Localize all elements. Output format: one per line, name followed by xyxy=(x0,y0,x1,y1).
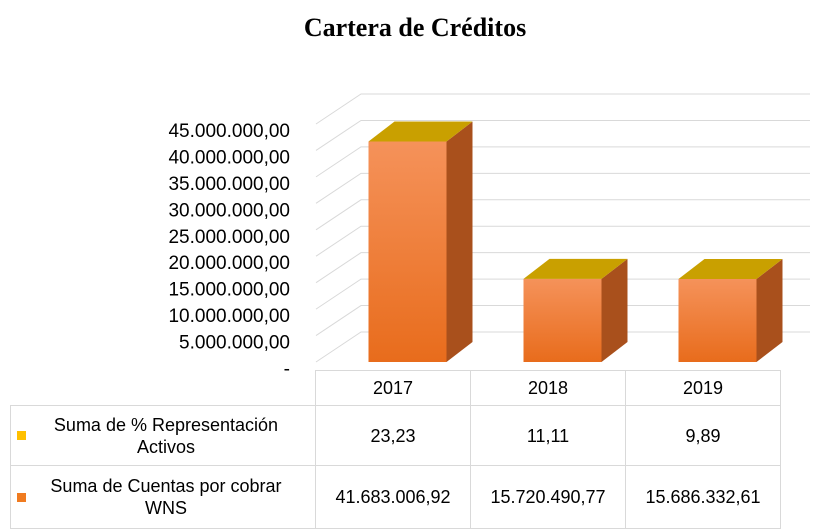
y-tick-label: 40.000.000,00 xyxy=(168,147,290,168)
grid-line xyxy=(315,199,810,231)
legend-label: Suma de % Representación Activos xyxy=(53,414,279,457)
legend-key xyxy=(17,431,26,440)
grid-line xyxy=(315,305,810,336)
y-tick-label: 15.000.000,00 xyxy=(168,280,290,301)
category-header: 2017 xyxy=(315,370,471,406)
value-cell: 11,11 xyxy=(470,405,626,466)
cell-text: 2019 xyxy=(682,378,724,398)
cell-text: 2017 xyxy=(372,378,414,398)
y-tick-label: 20.000.000,00 xyxy=(168,253,290,274)
cell-text: 2018 xyxy=(527,378,569,398)
bar-side xyxy=(756,259,783,362)
bar xyxy=(368,141,447,362)
y-tick-label: 35.000.000,00 xyxy=(168,174,290,195)
grid-line xyxy=(315,278,810,310)
bar-top xyxy=(678,259,783,280)
cell-text: 23,23 xyxy=(370,425,416,446)
y-tick-label: 10.000.000,00 xyxy=(168,306,290,327)
bar xyxy=(523,278,602,362)
grid-line xyxy=(315,146,810,178)
bar-side xyxy=(601,258,628,362)
bar-side xyxy=(446,121,473,362)
legend-cell: Suma de Cuentas por cobrar WNS xyxy=(10,465,316,529)
value-cell: 41.683.006,92 xyxy=(315,465,471,529)
grid-line xyxy=(315,225,810,257)
grid-line xyxy=(315,172,810,204)
cell-text: 9,89 xyxy=(685,425,721,446)
grid-line xyxy=(315,93,810,125)
category-header: 2019 xyxy=(625,370,781,406)
y-tick-label: - xyxy=(284,359,290,380)
grid-line xyxy=(315,252,810,284)
y-tick-label: 25.000.000,00 xyxy=(168,227,290,248)
cell-text: 15.686.332,61 xyxy=(645,487,761,507)
cell-text: 11,11 xyxy=(526,425,570,446)
legend-cell: Suma de % Representación Activos xyxy=(10,405,316,466)
value-cell: 9,89 xyxy=(625,405,781,466)
y-tick-label: 30.000.000,00 xyxy=(168,200,290,221)
value-cell: 15.686.332,61 xyxy=(625,465,781,529)
category-header: 2018 xyxy=(470,370,626,406)
value-cell: 23,23 xyxy=(315,405,471,466)
grid-line xyxy=(315,119,810,151)
legend-key xyxy=(17,492,26,502)
bar-side xyxy=(446,121,473,142)
bar-top xyxy=(368,121,473,142)
value-cell: 15.720.490,77 xyxy=(470,465,626,529)
y-tick-label: 45.000.000,00 xyxy=(168,121,290,142)
bar-top xyxy=(523,258,628,279)
y-tick-label: 5.000.000,00 xyxy=(179,333,290,354)
grid-line xyxy=(315,331,810,363)
chart-title: Cartera de Créditos xyxy=(304,13,526,42)
legend-label: Suma de Cuentas por cobrar WNS xyxy=(50,476,282,518)
bar xyxy=(678,279,757,362)
cell-text: 41.683.006,92 xyxy=(335,487,451,507)
cell-text: 15.720.490,77 xyxy=(490,487,606,507)
